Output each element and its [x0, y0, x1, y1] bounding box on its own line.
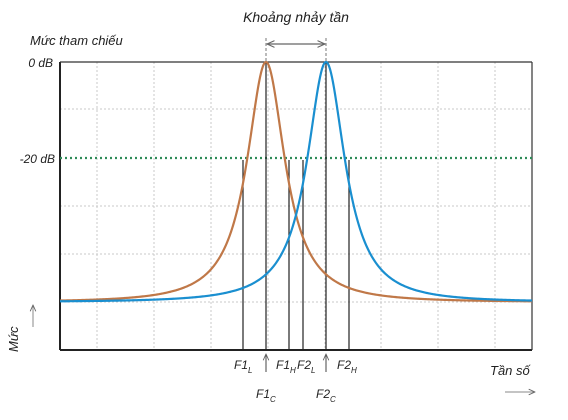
- x-axis-label: Tần số: [490, 363, 532, 378]
- f2-channel-curve: [59, 60, 533, 303]
- marker-lines: [242, 62, 350, 350]
- y-axis-label: Mức: [6, 326, 21, 352]
- level-0db-label: 0 dB: [28, 56, 53, 70]
- f2-center-label: F2C: [316, 387, 336, 404]
- plot-grid: [60, 62, 532, 350]
- f1-channel-curve: [59, 60, 533, 303]
- f2-high-label: F2H: [337, 358, 357, 375]
- f1-center-label: F1C: [256, 387, 276, 404]
- hop-range-label: Khoảng nhảy tần: [243, 9, 349, 25]
- f1-high-label: F1H: [276, 358, 296, 375]
- f1-low-label: F1L: [234, 358, 252, 375]
- f2-low-label: F2L: [297, 358, 315, 375]
- reference-level-label: Mức tham chiếu: [30, 33, 123, 48]
- level-minus20db-label: -20 dB: [20, 152, 55, 166]
